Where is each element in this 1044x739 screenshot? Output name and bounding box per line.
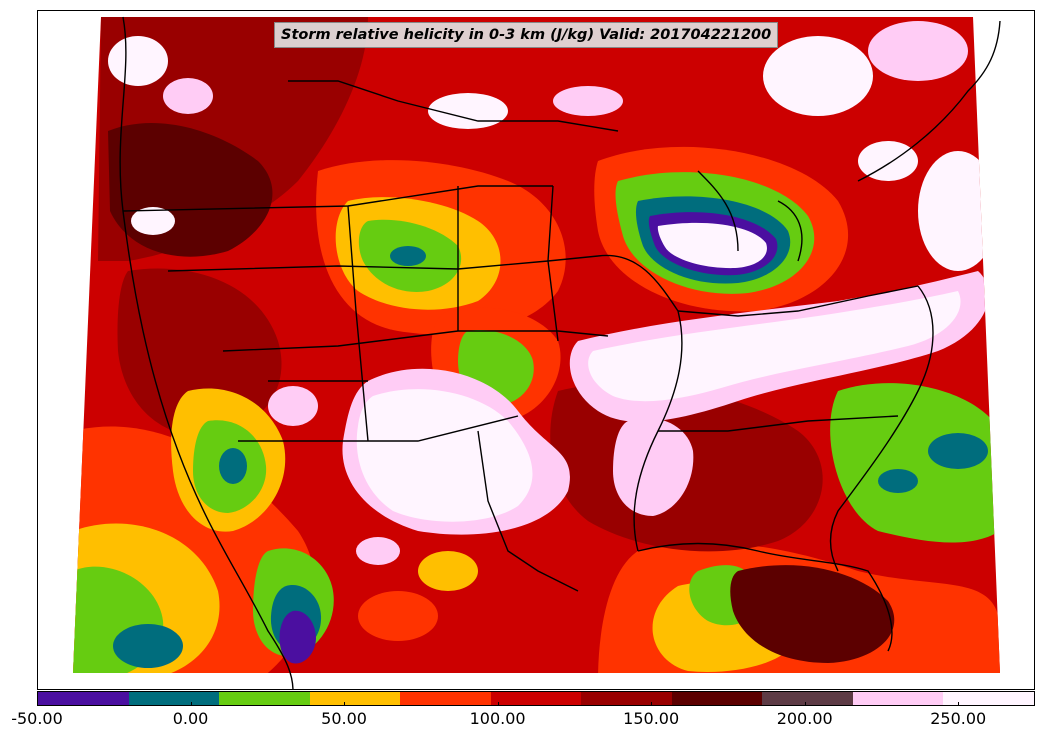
helicity-map: [73, 16, 1001, 689]
map-title: Storm relative helicity in 0-3 km (J/kg)…: [274, 22, 779, 48]
colorbar-tick-label: -50.00: [11, 709, 63, 728]
colorbar-tick-mark: [344, 702, 346, 706]
colorbar-tick-label: 100.00: [469, 709, 526, 728]
colorbar: [37, 691, 1035, 706]
colorbar-segment: [219, 692, 310, 705]
colorbar-tick-label: 150.00: [623, 709, 680, 728]
helicity-contour-field: [73, 17, 1000, 673]
colorbar-segment: [762, 692, 853, 705]
colorbar-tick-mark: [190, 702, 192, 706]
colorbar-segment: [309, 692, 401, 705]
colorbar-tick-label: 250.00: [930, 709, 987, 728]
colorbar-segment: [490, 692, 582, 705]
colorbar-segment: [671, 692, 763, 705]
colorbar-segment: [943, 692, 1035, 705]
colorbar-ticks: -50.00 0.00 50.00 100.00 150.00 200.00 250.00: [11, 702, 1035, 736]
colorbar-tick-mark: [37, 702, 38, 706]
colorbar-segment: [400, 692, 491, 705]
colorbar-tick-label: 0.00: [172, 709, 209, 728]
state-boundaries: [119, 16, 1001, 689]
colorbar-segment: [581, 692, 672, 705]
colorbar-segment: [128, 692, 220, 705]
colorbar-tick-mark: [497, 702, 499, 706]
colorbar-tick-label: 200.00: [776, 709, 833, 728]
colorbar-segment: [38, 692, 129, 705]
colorbar-tick-mark: [651, 702, 653, 706]
colorbar-tick-mark: [958, 702, 960, 706]
colorbar-segment: [852, 692, 944, 705]
colorbar-tick-mark: [804, 702, 806, 706]
colorbar-tick-label: 50.00: [321, 709, 367, 728]
map-panel: Storm relative helicity in 0-3 km (J/kg)…: [37, 10, 1035, 690]
